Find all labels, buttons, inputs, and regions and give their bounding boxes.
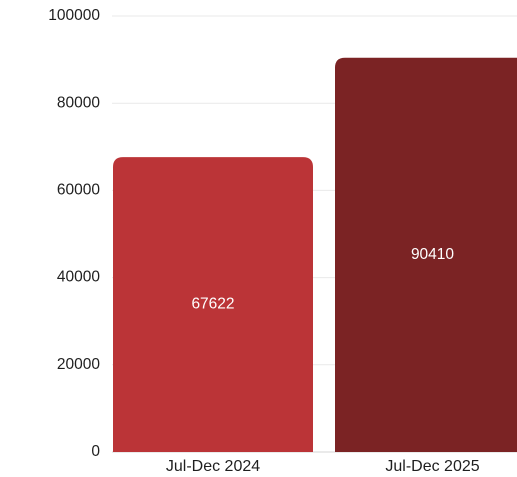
bar-value-label: 67622 — [191, 296, 234, 313]
y-tick-label: 20000 — [57, 356, 100, 373]
value-labels: 67622 90410 — [191, 246, 454, 313]
y-tick-label: 100000 — [48, 7, 100, 24]
x-axis-tick-labels: Jul-Dec 2024 Jul-Dec 2025 — [166, 458, 480, 475]
x-tick-label: Jul-Dec 2024 — [166, 458, 260, 475]
y-tick-label: 60000 — [57, 181, 100, 198]
y-tick-label: 80000 — [57, 94, 100, 111]
bar — [335, 57, 517, 452]
y-tick-label: 0 — [91, 443, 100, 460]
bar-value-label: 90410 — [411, 246, 454, 263]
x-tick-label: Jul-Dec 2025 — [385, 458, 479, 475]
y-axis-tick-labels: 0 20000 40000 60000 80000 100000 — [48, 7, 100, 460]
y-tick-label: 40000 — [57, 269, 100, 286]
bar — [113, 157, 313, 452]
bars — [113, 57, 517, 452]
